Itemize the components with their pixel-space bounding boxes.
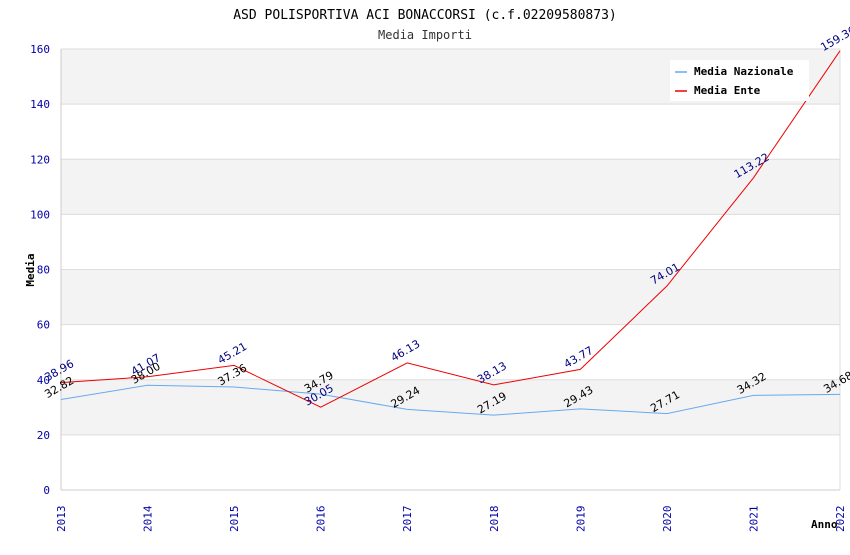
- x-tick-labels: 2013 2014 2015 2016 2017 2018 2019 2020 2021 2022: [55, 505, 847, 532]
- x-tick-label: 2015: [228, 506, 241, 533]
- x-axis-label: Anno: [811, 518, 838, 531]
- series-lines: [60, 50, 841, 416]
- chart-title: ASD POLISPORTIVA ACI BONACCORSI (c.f.022…: [233, 8, 617, 23]
- y-tick-label: 80: [37, 264, 50, 277]
- series-line-media-nazionale: [60, 384, 841, 416]
- legend-box: [670, 60, 809, 101]
- grid-band: [61, 269, 840, 325]
- legend: Media Nazionale Media Ente: [670, 60, 809, 101]
- grid-band: [61, 434, 840, 490]
- grid-band: [61, 324, 840, 380]
- y-tick-label: 20: [37, 429, 50, 442]
- y-tick-label: 100: [30, 208, 50, 221]
- grid-band: [61, 159, 840, 215]
- x-tick-label: 2016: [315, 506, 328, 533]
- chart-subtitle: Media Importi: [378, 28, 472, 42]
- x-tick-label: 2017: [401, 506, 414, 533]
- x-tick-label: 2013: [55, 506, 68, 533]
- background-bands: [61, 49, 840, 490]
- grid-band: [61, 104, 840, 160]
- x-tick-label: 2018: [488, 506, 501, 533]
- y-tick-label: 120: [30, 153, 50, 166]
- legend-label-media-nazionale: Media Nazionale: [694, 65, 794, 78]
- x-tick-label: 2014: [142, 505, 155, 532]
- y-tick-label: 60: [37, 319, 50, 332]
- y-tick-label: 40: [37, 374, 50, 387]
- grid-band: [61, 379, 840, 435]
- x-tick-label: 2022: [834, 506, 847, 533]
- y-tick-label: 160: [30, 43, 50, 56]
- y-axis-label: Media: [24, 253, 37, 286]
- series-line-media-ente: [60, 50, 841, 408]
- x-tick-label: 2020: [661, 506, 674, 533]
- legend-label-media-ente: Media Ente: [694, 84, 761, 97]
- y-tick-label: 0: [43, 484, 50, 497]
- x-tick-label: 2019: [574, 506, 587, 533]
- y-tick-labels: 0 20 40 60 80 100 120 140 160: [30, 43, 50, 497]
- grid-band: [61, 214, 840, 270]
- x-tick-label: 2021: [747, 506, 760, 533]
- y-tick-label: 140: [30, 98, 50, 111]
- axes: [60, 49, 841, 491]
